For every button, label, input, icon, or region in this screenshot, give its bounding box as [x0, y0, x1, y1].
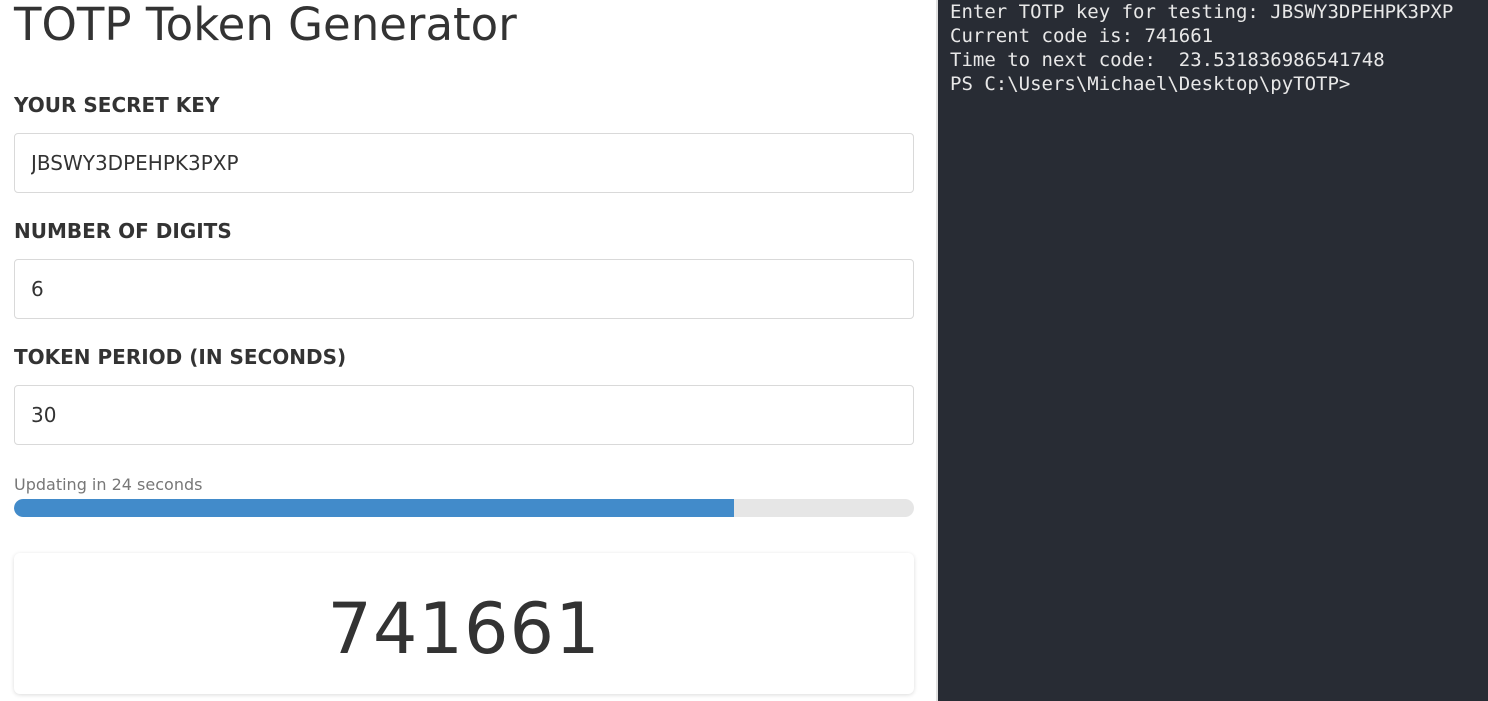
token-code: 741661 [327, 588, 601, 670]
progress-bar-fill [14, 499, 734, 517]
terminal-line: Current code is: 741661 [950, 25, 1214, 47]
period-input[interactable] [14, 385, 914, 445]
progress-caption: Updating in 24 seconds [14, 475, 203, 494]
secret-key-label: YOUR SECRET KEY [14, 93, 220, 117]
totp-generator-panel: TOTP Token Generator YOUR SECRET KEY NUM… [14, 0, 914, 694]
secret-key-input[interactable] [14, 133, 914, 193]
terminal-line: Enter TOTP key for testing: JBSWY3DPEHPK… [950, 1, 1454, 23]
terminal-line: Time to next code: 23.531836986541748 [950, 49, 1385, 71]
digits-input[interactable] [14, 259, 914, 319]
token-card: 741661 [14, 553, 914, 694]
progress-bar [14, 499, 914, 517]
terminal-window[interactable]: Enter TOTP key for testing: JBSWY3DPEHPK… [936, 0, 1488, 701]
period-label: TOKEN PERIOD (IN SECONDS) [14, 345, 347, 369]
digits-label: NUMBER OF DIGITS [14, 219, 232, 243]
page-title: TOTP Token Generator [14, 0, 517, 51]
terminal-prompt: PS C:\Users\Michael\Desktop\pyTOTP> [950, 73, 1351, 95]
